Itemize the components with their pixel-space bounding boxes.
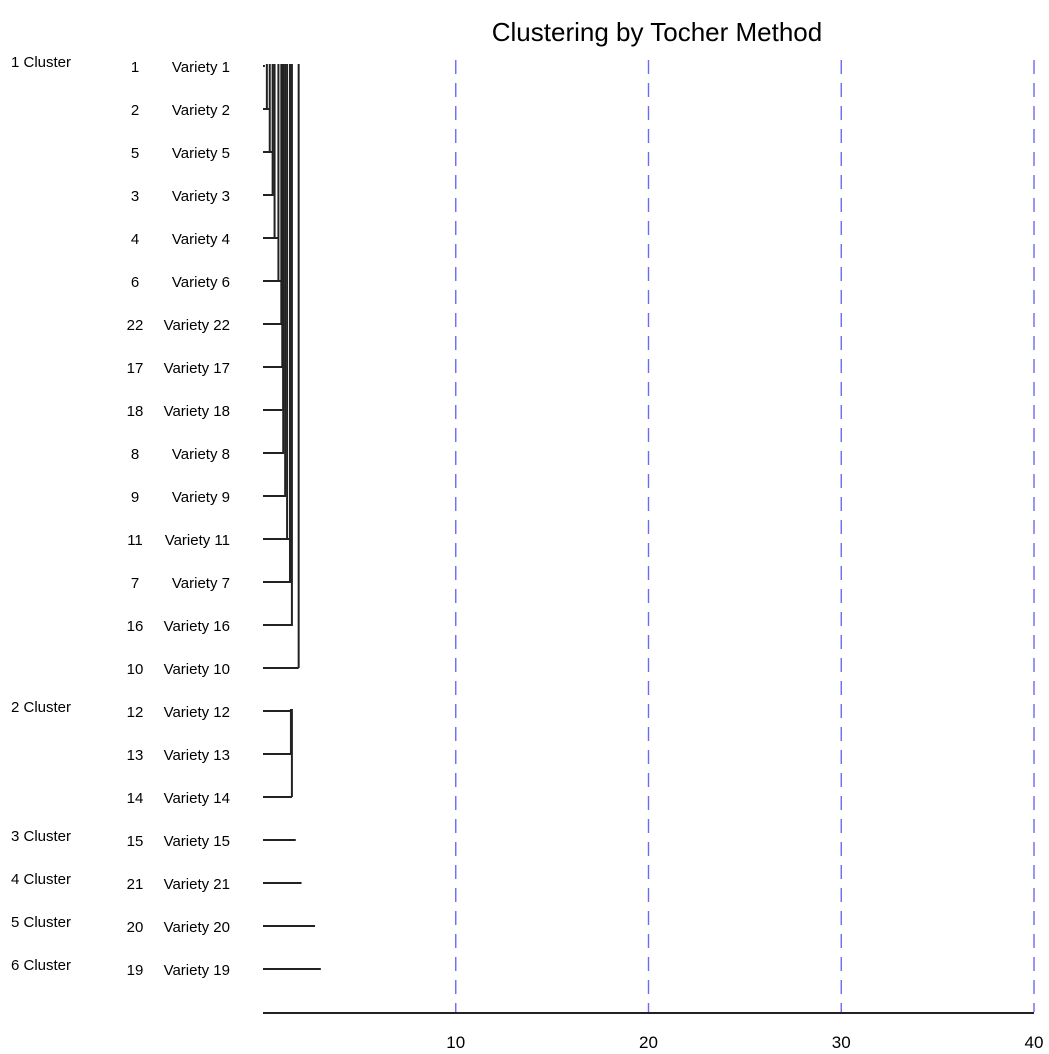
item-number: 5	[131, 145, 139, 162]
item-number: 12	[127, 704, 144, 721]
x-axis: 10 20 30 40	[263, 1012, 1044, 1052]
item-number: 13	[127, 747, 144, 764]
item-number: 16	[127, 618, 144, 635]
item-number: 22	[127, 317, 144, 334]
item-number: 21	[127, 876, 144, 893]
item-name: Variety 12	[164, 704, 230, 721]
cluster-label: 4 Cluster	[11, 871, 71, 888]
item-number: 1	[131, 59, 139, 76]
item-name: Variety 11	[165, 532, 230, 549]
row-labels: 1 Cluster 1 Variety 12 Variety 25 Variety 53…	[11, 54, 230, 979]
gridlines	[455, 60, 1035, 1012]
cluster-label: 2 Cluster	[11, 699, 71, 716]
x-tick-label: 10	[446, 1033, 465, 1052]
item-name: Variety 22	[164, 317, 230, 334]
x-tick-label: 40	[1025, 1033, 1044, 1052]
item-number: 3	[131, 188, 139, 205]
item-number: 6	[131, 274, 139, 291]
item-name: Variety 6	[172, 274, 230, 291]
cluster-label: 6 Cluster	[11, 957, 71, 974]
item-name: Variety 20	[164, 919, 230, 936]
item-name: Variety 5	[172, 145, 230, 162]
item-number: 7	[131, 575, 139, 592]
item-number: 4	[131, 231, 139, 248]
item-name: Variety 10	[164, 661, 230, 678]
item-name: Variety 14	[164, 790, 230, 807]
item-name: Variety 7	[172, 575, 230, 592]
item-name: Variety 17	[164, 360, 230, 377]
cluster-label: 5 Cluster	[11, 914, 71, 931]
item-name: Variety 9	[172, 489, 230, 506]
item-name: Variety 15	[164, 833, 230, 850]
x-tick-label: 20	[639, 1033, 658, 1052]
item-name: Variety 21	[164, 876, 230, 893]
chart-title: Clustering by Tocher Method	[492, 17, 822, 47]
item-name: Variety 18	[164, 403, 230, 420]
item-name: Variety 2	[172, 102, 230, 119]
item-name: Variety 1	[172, 59, 230, 76]
item-number: 8	[131, 446, 139, 463]
item-name: Variety 4	[172, 231, 230, 248]
cluster-label: 1 Cluster	[11, 54, 71, 71]
item-number: 14	[127, 790, 144, 807]
x-tick-label: 30	[832, 1033, 851, 1052]
item-number: 10	[127, 661, 144, 678]
cluster-label: 3 Cluster	[11, 828, 71, 845]
item-number: 19	[127, 962, 144, 979]
item-number: 9	[131, 489, 139, 506]
item-name: Variety 13	[164, 747, 230, 764]
item-name: Variety 3	[172, 188, 230, 205]
item-number: 18	[127, 403, 144, 420]
item-name: Variety 16	[164, 618, 230, 635]
item-number: 11	[127, 532, 143, 549]
item-number: 15	[127, 833, 144, 850]
item-name: Variety 19	[164, 962, 230, 979]
item-number: 17	[127, 360, 144, 377]
item-number: 20	[127, 919, 144, 936]
item-name: Variety 8	[172, 446, 230, 463]
dendrogram-branches	[263, 64, 321, 970]
item-number: 2	[131, 102, 139, 119]
